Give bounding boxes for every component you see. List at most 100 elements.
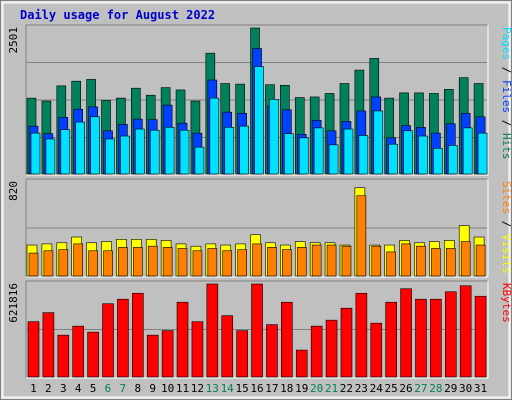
bar-kbytes-day-3 — [57, 334, 70, 378]
x-tick-label-18: 18 — [280, 382, 293, 395]
x-tick-label-20: 20 — [310, 382, 323, 395]
bar-pages-day-26 — [403, 130, 413, 175]
bar-sites-day-20 — [311, 244, 322, 277]
bar-kbytes-day-17 — [266, 324, 278, 378]
x-axis-labels: 1 2 3 4 5 6 7 8 9 10 11 12 13 14 15 16 17 18 19 20 21 22 23 24 2… — [30, 382, 487, 395]
legend-part-1: / — [500, 60, 512, 80]
x-tick-label-16: 16 — [250, 382, 263, 395]
bar-pages-day-24 — [373, 110, 384, 175]
legend-part-4: Hits — [500, 133, 512, 160]
bar-kbytes-day-14 — [221, 315, 234, 378]
bar-pages-day-5 — [90, 116, 100, 175]
bar-kbytes-day-9 — [146, 334, 159, 378]
bar-pages-day-23 — [358, 135, 369, 175]
bar-sites-day-3 — [58, 249, 69, 277]
legend-part-1: / — [500, 214, 512, 234]
bar-pages-day-1 — [30, 132, 41, 175]
bar-kbytes-day-11 — [176, 301, 189, 378]
bar-sites-day-12 — [192, 250, 203, 277]
panel-3: 621816 KBytes — [7, 280, 512, 379]
bar-pages-day-2 — [45, 138, 56, 175]
bar-sites-day-31 — [475, 244, 486, 277]
x-tick-label-23: 23 — [355, 382, 368, 395]
x-tick-label-22: 22 — [340, 382, 353, 395]
bar-pages-day-16 — [254, 66, 264, 175]
bar-pages-day-11 — [179, 129, 190, 175]
bar-pages-day-19 — [298, 137, 309, 175]
bar-kbytes-day-30 — [459, 285, 472, 378]
bar-pages-day-31 — [477, 132, 488, 175]
bar-pages-day-29 — [447, 145, 458, 175]
bar-pages-day-20 — [313, 127, 324, 175]
x-tick-label-7: 7 — [120, 382, 127, 395]
panel-3-legend: KBytes — [500, 283, 512, 323]
bar-sites-day-9 — [147, 245, 158, 277]
chart-panels: 2501 Pages / Files / Hits 820 Sites / Visit… — [7, 24, 512, 379]
bar-sites-day-16 — [252, 243, 262, 277]
bar-kbytes-day-13 — [206, 283, 219, 378]
x-tick-label-25: 25 — [385, 382, 398, 395]
bar-kbytes-day-1 — [27, 321, 40, 378]
bar-kbytes-day-18 — [281, 301, 293, 378]
bar-sites-day-23 — [356, 195, 367, 277]
x-tick-label-14: 14 — [221, 382, 235, 395]
bar-sites-day-11 — [177, 248, 188, 277]
bar-sites-day-26 — [401, 243, 411, 277]
bar-sites-day-25 — [386, 251, 396, 277]
bar-kbytes-day-22 — [340, 307, 353, 378]
panel-2: 820 Sites / Visits — [7, 178, 512, 278]
bar-sites-day-22 — [341, 245, 352, 277]
bar-kbytes-day-16 — [251, 283, 263, 378]
bar-kbytes-day-8 — [132, 292, 144, 378]
bar-kbytes-day-12 — [191, 321, 204, 378]
x-tick-label-19: 19 — [295, 382, 308, 395]
x-tick-label-28: 28 — [429, 382, 442, 395]
bar-kbytes-day-24 — [370, 322, 383, 378]
bar-kbytes-day-29 — [444, 291, 457, 378]
bar-kbytes-day-27 — [415, 298, 427, 378]
x-tick-label-30: 30 — [459, 382, 472, 395]
chart-title: Daily usage for August 2022 — [20, 8, 215, 22]
bar-kbytes-day-20 — [310, 325, 323, 378]
x-tick-label-1: 1 — [30, 382, 37, 395]
bar-pages-day-18 — [284, 133, 294, 175]
bar-sites-day-24 — [371, 245, 382, 277]
panel-1-legend: Pages / Files / Hits — [500, 27, 512, 160]
x-tick-label-21: 21 — [325, 382, 338, 395]
bar-sites-day-17 — [267, 247, 277, 277]
x-tick-label-3: 3 — [60, 382, 67, 395]
x-tick-label-17: 17 — [265, 382, 278, 395]
panel-1-max-label: 2501 — [7, 27, 20, 54]
bar-pages-day-12 — [194, 146, 205, 175]
bar-kbytes-day-25 — [385, 301, 397, 378]
bar-pages-day-3 — [60, 129, 71, 175]
x-tick-label-8: 8 — [134, 382, 141, 395]
x-tick-label-5: 5 — [90, 382, 97, 395]
bar-kbytes-day-15 — [236, 330, 248, 378]
bar-sites-day-27 — [416, 245, 426, 277]
panel-1: 2501 Pages / Files / Hits — [7, 24, 512, 176]
panel-3-max-label: 621816 — [7, 283, 20, 323]
bar-kbytes-day-4 — [72, 325, 85, 378]
x-tick-label-26: 26 — [399, 382, 412, 395]
bar-pages-day-22 — [343, 128, 354, 175]
x-tick-label-2: 2 — [45, 382, 52, 395]
bar-pages-day-25 — [388, 143, 398, 175]
legend-part-3: / — [500, 113, 512, 133]
legend-part-2: Visits — [500, 234, 512, 274]
bar-sites-day-2 — [43, 250, 54, 277]
bar-sites-day-15 — [237, 249, 247, 277]
x-tick-label-15: 15 — [235, 382, 248, 395]
bar-sites-day-30 — [460, 241, 471, 277]
bar-sites-day-8 — [133, 247, 143, 277]
bar-kbytes-day-7 — [117, 298, 129, 378]
bar-sites-day-19 — [296, 247, 307, 277]
x-tick-label-10: 10 — [161, 382, 174, 395]
bar-kbytes-day-21 — [325, 319, 338, 378]
bar-kbytes-day-2 — [42, 312, 55, 378]
legend-part-0: KBytes — [500, 283, 512, 323]
bar-sites-day-10 — [162, 247, 173, 277]
bar-pages-day-14 — [224, 126, 235, 175]
x-tick-label-11: 11 — [176, 382, 189, 395]
bar-pages-day-10 — [164, 126, 175, 175]
